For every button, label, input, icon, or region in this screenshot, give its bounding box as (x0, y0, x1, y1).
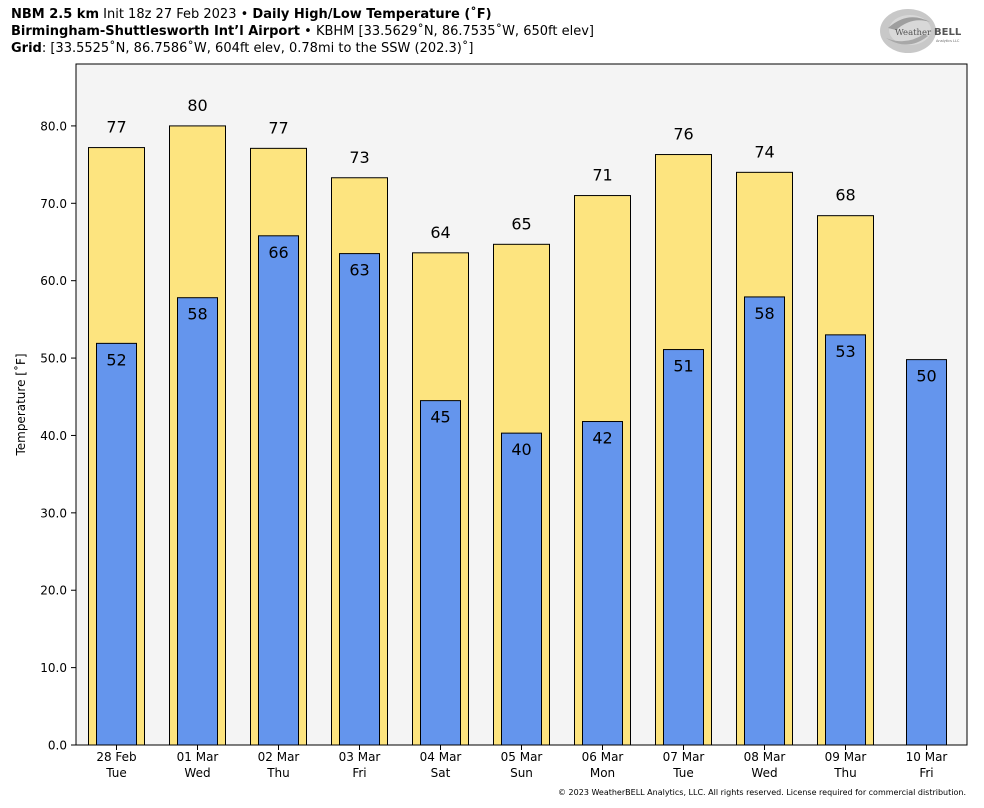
low-bar (177, 297, 218, 746)
y-tick-label: 50.0 (40, 352, 67, 366)
copyright-notice: © 2023 WeatherBELL Analytics, LLC. All r… (558, 788, 966, 797)
y-axis-label: Temperature [˚F] (13, 353, 28, 456)
low-bar (744, 296, 785, 746)
header-line-2: Birmingham-Shuttlesworth Int’l Airport •… (11, 23, 594, 40)
x-tick-day: Wed (751, 766, 777, 780)
y-tick-label: 10.0 (40, 661, 67, 675)
logo-swirl-arc (888, 17, 930, 30)
x-tick-date: 04 Mar (420, 750, 462, 764)
x-tick-day: Thu (833, 766, 857, 780)
grid-info: : [33.5525˚N, 86.7586˚W, 604ft elev, 0.7… (41, 41, 474, 56)
low-value-label: 50 (916, 367, 936, 386)
value-labels-group: 77 80 77 73 64 65 71 76 74 68 52 58 66 63 45 40 42 51 58 53… (106, 96, 936, 459)
low-value-label: 58 (187, 305, 207, 324)
y-tick-label: 20.0 (40, 584, 67, 598)
x-tick-date: 03 Mar (339, 750, 381, 764)
bars-group (88, 125, 947, 746)
header-line-1: NBM 2.5 km Init 18z 27 Feb 2023 • Daily … (11, 6, 492, 23)
x-tick-date: 06 Mar (582, 750, 624, 764)
grid-label: Grid (11, 41, 42, 56)
logo-text-bell: BELL (934, 27, 962, 38)
y-axis: 0.0 10.0 20.0 30.0 40.0 50.0 60.0 70.0 80.0 (40, 119, 76, 753)
low-bar (825, 334, 866, 746)
low-value-label: 40 (511, 440, 531, 459)
x-tick-date: 05 Mar (501, 750, 543, 764)
low-bar (582, 421, 623, 746)
x-tick-date: 02 Mar (258, 750, 300, 764)
high-value-label: 65 (511, 214, 531, 233)
y-tick-label: 70.0 (40, 197, 67, 211)
logo-text-sub: Analytics LLC (936, 39, 960, 43)
high-value-label: 64 (430, 223, 450, 242)
high-value-label: 77 (268, 118, 288, 137)
low-value-label: 51 (673, 357, 693, 376)
init-time: Init 18z 27 Feb 2023 (103, 7, 237, 22)
low-bar (906, 359, 947, 746)
y-tick-label: 80.0 (40, 119, 67, 133)
x-tick-day: Fri (352, 766, 366, 780)
low-value-label: 63 (349, 261, 369, 280)
plot-frame (75, 63, 968, 746)
low-bar (339, 253, 380, 746)
logo-text-weather: Weather (895, 28, 932, 38)
y-tick-label: 0.0 (48, 739, 67, 753)
station-name: Birmingham-Shuttlesworth Int’l Airport (11, 24, 300, 39)
x-tick-day: Sat (431, 766, 451, 780)
high-value-label: 77 (106, 118, 126, 137)
x-tick-day: Tue (105, 766, 127, 780)
x-tick-day: Sun (510, 766, 533, 780)
x-tick-day: Fri (919, 766, 933, 780)
x-tick-day: Mon (590, 766, 615, 780)
x-tick-date: 28 Feb (96, 750, 136, 764)
header-line-3: Grid: [33.5525˚N, 86.7586˚W, 604ft elev,… (11, 40, 473, 57)
high-value-label: 76 (673, 125, 693, 144)
low-value-label: 45 (430, 408, 450, 427)
bullet-2: • (304, 24, 312, 39)
x-tick-date: 08 Mar (744, 750, 786, 764)
y-tick-label: 60.0 (40, 274, 67, 288)
x-tick-date: 01 Mar (177, 750, 219, 764)
high-value-label: 80 (187, 96, 207, 115)
station-info: KBHM [33.5629˚N, 86.7535˚W, 650ft elev] (315, 24, 594, 39)
logo-swirl-arc-2 (886, 34, 928, 45)
product-title: Daily High/Low Temperature (˚F) (252, 7, 492, 22)
bullet-1: • (240, 7, 249, 22)
x-tick-day: Wed (184, 766, 210, 780)
low-bar (501, 432, 542, 746)
high-value-label: 71 (592, 166, 612, 185)
low-bar (258, 235, 299, 746)
high-value-label: 73 (349, 148, 369, 167)
y-tick-label: 30.0 (40, 506, 67, 520)
x-tick-date: 10 Mar (906, 750, 948, 764)
low-bar (663, 349, 704, 746)
low-bar (96, 342, 137, 746)
low-value-label: 53 (835, 342, 855, 361)
y-tick-label: 40.0 (40, 429, 67, 443)
low-value-label: 58 (754, 304, 774, 323)
x-tick-date: 07 Mar (663, 750, 705, 764)
low-bar (420, 400, 461, 746)
high-value-label: 74 (754, 142, 774, 161)
low-value-label: 66 (268, 243, 288, 262)
model-name: NBM 2.5 km (11, 7, 99, 22)
x-tick-day: Thu (266, 766, 290, 780)
low-value-label: 42 (592, 429, 612, 448)
x-tick-date: 09 Mar (825, 750, 867, 764)
x-tick-day: Tue (672, 766, 694, 780)
weatherbell-logo: Weather BELL Analytics LLC (880, 9, 962, 53)
low-value-label: 52 (106, 350, 126, 369)
x-axis: 28 Feb Tue 01 Mar Wed 02 Mar Thu 03 Mar Fri 04 M… (96, 745, 947, 780)
high-value-label: 68 (835, 186, 855, 205)
